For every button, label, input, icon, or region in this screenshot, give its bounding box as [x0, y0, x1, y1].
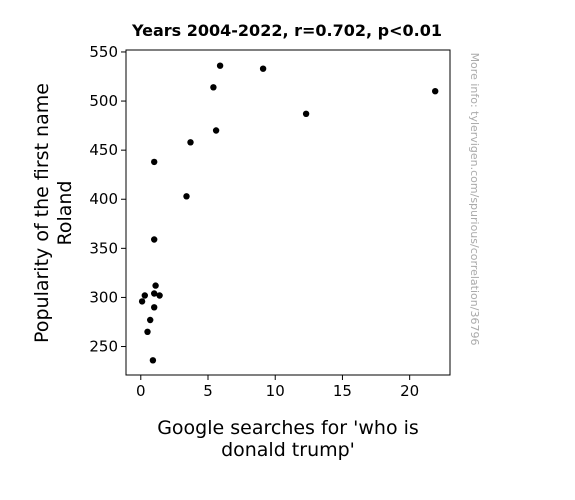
- y-tick-label-6: 550: [89, 43, 118, 61]
- x-tick-label-4: 20: [400, 382, 419, 400]
- data-point-1: [141, 292, 148, 299]
- data-point-0: [138, 298, 146, 305]
- y-tick-label-0: 250: [89, 338, 118, 356]
- data-point-18: [432, 88, 439, 95]
- data-point-8: [151, 236, 158, 243]
- chart-title: Years 2004-2022, r=0.702, p<0.01: [131, 21, 442, 40]
- y-tick-label-1: 300: [89, 288, 118, 306]
- data-point-17: [302, 110, 310, 118]
- y-tick-label-4: 450: [89, 141, 118, 159]
- data-point-7: [152, 282, 159, 289]
- data-point-10: [156, 292, 163, 299]
- y-axis-label-line-1: Popularity of the first name: [31, 83, 53, 343]
- data-point-13: [210, 84, 217, 91]
- data-point-4: [149, 357, 157, 364]
- data-point-3: [147, 316, 154, 324]
- data-point-12: [187, 139, 194, 146]
- x-tick-label-1: 5: [203, 382, 213, 400]
- y-axis-label-line-2: Roland: [54, 181, 76, 246]
- data-point-6: [151, 290, 158, 297]
- watermark-text: More info: tylervigen.com/spurious/corre…: [468, 53, 481, 346]
- data-point-5: [151, 304, 158, 311]
- y-tick-label-2: 350: [89, 239, 118, 257]
- y-axis-ticks: 250 300 350 400 450 500 550: [89, 43, 126, 356]
- plot-area: [125, 49, 451, 376]
- x-axis-label-line-1: Google searches for 'who is: [157, 417, 419, 439]
- x-axis-ticks: 0 5 10 15 20: [136, 375, 419, 400]
- x-tick-label-3: 15: [333, 382, 352, 400]
- data-points: [138, 62, 439, 364]
- y-tick-label-5: 500: [89, 92, 118, 110]
- data-point-2: [144, 328, 151, 335]
- data-point-14: [212, 127, 220, 134]
- data-point-15: [216, 62, 224, 69]
- data-point-9: [151, 158, 158, 166]
- data-point-11: [183, 193, 190, 200]
- data-point-16: [259, 65, 267, 72]
- y-tick-label-3: 400: [89, 190, 118, 208]
- x-axis-label-line-2: donald trump': [221, 439, 355, 461]
- x-tick-label-0: 0: [136, 382, 146, 400]
- x-tick-label-2: 10: [266, 382, 285, 400]
